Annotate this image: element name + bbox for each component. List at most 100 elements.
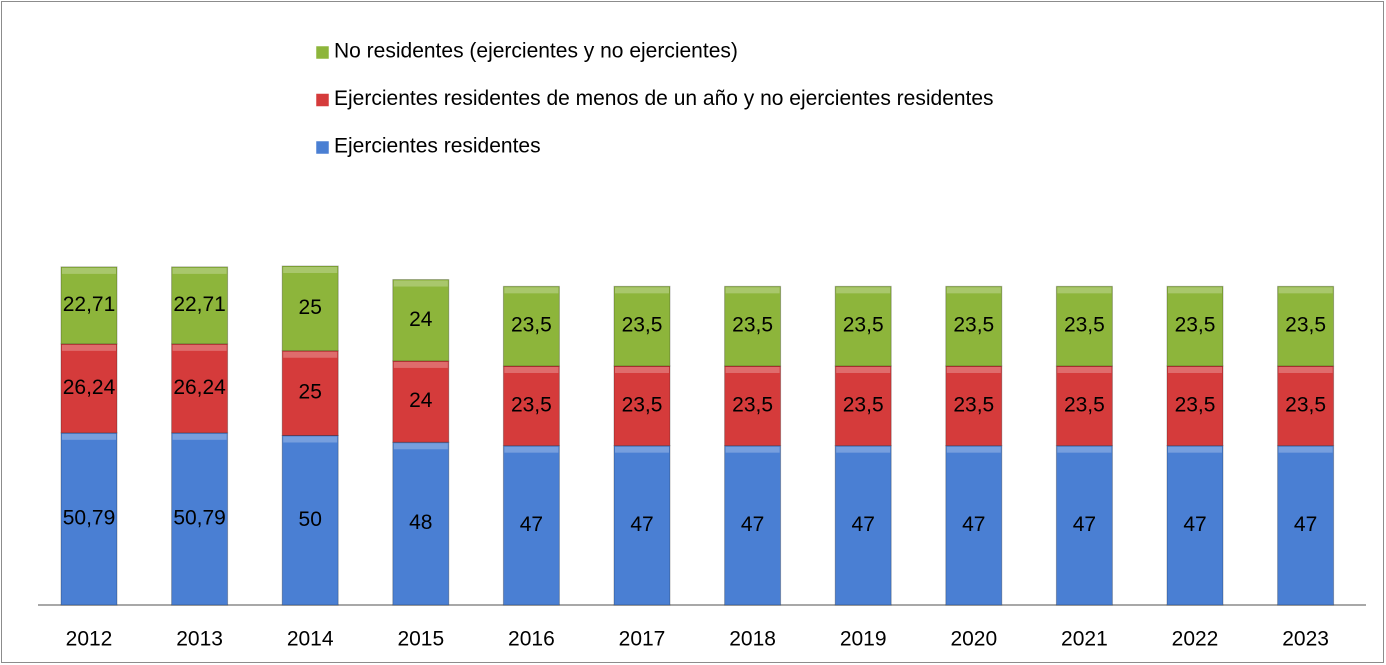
data-label: 25 bbox=[299, 381, 322, 404]
data-label: 47 bbox=[1294, 513, 1317, 536]
data-label: 23,5 bbox=[953, 314, 994, 337]
bar-bevel bbox=[836, 287, 891, 294]
data-label: 47 bbox=[1073, 513, 1096, 536]
bar-segment bbox=[502, 285, 560, 367]
data-label: 26,24 bbox=[173, 376, 226, 399]
legend-label: Ejercientes residentes bbox=[334, 135, 541, 158]
data-label: 23,5 bbox=[511, 393, 552, 416]
bar-bevel bbox=[946, 287, 1001, 294]
bar-bevel bbox=[1057, 446, 1112, 453]
bar-bevel bbox=[1278, 287, 1333, 294]
bar-bevel bbox=[283, 436, 338, 443]
bar-bevel bbox=[1168, 446, 1222, 453]
data-label: 22,71 bbox=[63, 293, 116, 316]
data-label: 25 bbox=[299, 296, 322, 319]
bar-bevel bbox=[1278, 367, 1333, 374]
bar-segment bbox=[281, 435, 339, 606]
data-label: 24 bbox=[409, 389, 433, 412]
bar-segment bbox=[392, 360, 450, 443]
bar-segment bbox=[1277, 445, 1335, 606]
data-label: 24 bbox=[409, 308, 433, 331]
bar-segment bbox=[613, 365, 671, 447]
bar-bevel bbox=[946, 446, 1001, 453]
bar-bevel bbox=[172, 267, 227, 274]
bar-bevel bbox=[283, 267, 338, 273]
bar-bevel bbox=[393, 280, 448, 287]
bar-bevel bbox=[615, 287, 669, 294]
bar-bevel bbox=[504, 446, 559, 453]
data-label: 23,5 bbox=[1285, 393, 1326, 416]
bar-bevel bbox=[393, 443, 448, 450]
bar-segment bbox=[502, 365, 560, 447]
bar-bevel bbox=[1057, 287, 1112, 294]
bar-segment bbox=[1166, 285, 1224, 367]
bar-segment bbox=[60, 432, 118, 606]
bar-bevel bbox=[393, 361, 448, 368]
bar-segment bbox=[60, 266, 118, 345]
bar-segment bbox=[171, 266, 229, 345]
bar-segment bbox=[171, 432, 229, 606]
bar-bevel bbox=[725, 287, 780, 294]
bar-segment bbox=[945, 445, 1003, 606]
data-label: 23,5 bbox=[732, 314, 773, 337]
data-label: 50 bbox=[299, 508, 322, 531]
x-tick-label: 2022 bbox=[1172, 628, 1219, 651]
x-tick-label: 2014 bbox=[287, 628, 334, 651]
bar-segment bbox=[724, 365, 782, 447]
data-label: 47 bbox=[630, 513, 653, 536]
bar-bevel bbox=[836, 446, 891, 453]
legend-swatch bbox=[315, 140, 330, 155]
x-tick-label: 2023 bbox=[1282, 628, 1329, 651]
data-label: 47 bbox=[741, 513, 764, 536]
bar-bevel bbox=[172, 344, 227, 351]
data-label: 26,24 bbox=[63, 376, 116, 399]
bar-segment bbox=[281, 350, 339, 436]
legend-swatch bbox=[315, 93, 330, 107]
bar-segment bbox=[281, 265, 339, 352]
bar-bevel bbox=[504, 287, 559, 294]
x-tick-label: 2013 bbox=[176, 628, 223, 651]
legend-swatch bbox=[315, 45, 330, 60]
data-label: 23,5 bbox=[622, 393, 663, 416]
data-label: 23,5 bbox=[953, 393, 994, 416]
bar-bevel bbox=[172, 433, 227, 440]
bar-segment bbox=[724, 445, 782, 606]
bar-bevel bbox=[615, 446, 669, 453]
x-tick-label: 2020 bbox=[950, 628, 997, 651]
data-label: 50,79 bbox=[173, 506, 226, 529]
bar-bevel bbox=[836, 367, 891, 374]
bar-bevel bbox=[725, 367, 780, 374]
bar-bevel bbox=[1168, 367, 1222, 374]
bar-segment bbox=[724, 285, 782, 367]
x-tick-label: 2019 bbox=[840, 628, 887, 651]
bar-bevel bbox=[62, 267, 116, 274]
data-label: 47 bbox=[852, 513, 875, 536]
x-tick-label: 2015 bbox=[397, 628, 444, 651]
x-tick-label: 2012 bbox=[66, 628, 113, 651]
data-label: 50,79 bbox=[63, 506, 116, 529]
data-label: 23,5 bbox=[1285, 314, 1326, 337]
bar-segment bbox=[1055, 445, 1113, 606]
bar-bevel bbox=[615, 367, 669, 374]
bar-bevel bbox=[62, 344, 116, 351]
bar-bevel bbox=[1278, 446, 1333, 453]
legend-label: Ejercientes residentes de menos de un añ… bbox=[334, 87, 994, 110]
bar-bevel bbox=[725, 446, 780, 453]
bar-bevel bbox=[504, 367, 559, 374]
bar-segment bbox=[613, 445, 671, 606]
bar-segment bbox=[502, 445, 560, 606]
data-label: 23,5 bbox=[843, 393, 884, 416]
data-label: 23,5 bbox=[732, 393, 773, 416]
x-tick-label: 2021 bbox=[1061, 628, 1108, 651]
legend-label: No residentes (ejercientes y no ejercien… bbox=[334, 40, 738, 63]
data-label: 47 bbox=[520, 513, 543, 536]
data-label: 23,5 bbox=[511, 314, 552, 337]
data-label: 22,71 bbox=[173, 293, 226, 316]
bar-segment bbox=[1055, 285, 1113, 367]
bar-segment bbox=[945, 365, 1003, 447]
data-label: 23,5 bbox=[1064, 314, 1105, 337]
bar-segment bbox=[392, 279, 450, 362]
x-tick-label: 2017 bbox=[619, 628, 666, 651]
